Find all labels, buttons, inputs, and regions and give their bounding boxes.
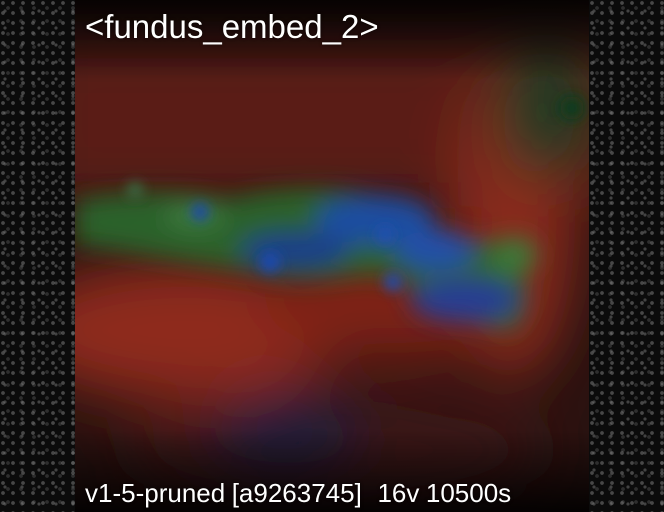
step-count: 10500s bbox=[425, 478, 512, 508]
noise-border-left bbox=[0, 0, 75, 512]
embedding-title: <fundus_embed_2> bbox=[85, 8, 379, 45]
noise-border-right bbox=[589, 0, 664, 512]
model-info-caption: v1-5-pruned [a9263745] 16v 10500s bbox=[85, 478, 511, 508]
model-name: v1-5-pruned bbox=[85, 478, 226, 508]
model-hash: [a9263745] bbox=[231, 478, 362, 508]
preview-artwork bbox=[75, 0, 589, 512]
vector-count: 16v bbox=[377, 478, 420, 508]
embedding-preview-image[interactable]: <fundus_embed_2> v1-5-pruned [a9263745] 16… bbox=[75, 0, 589, 512]
